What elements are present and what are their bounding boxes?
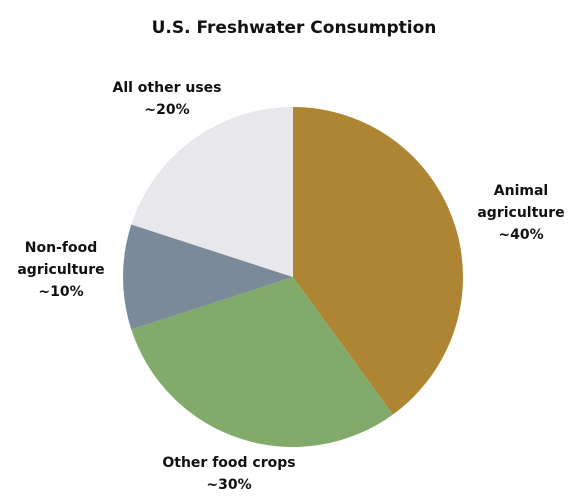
slice-label: Non-food agriculture ~10% xyxy=(11,237,111,303)
pie-slice xyxy=(131,106,293,277)
value-label: ~30% xyxy=(206,477,252,493)
slice-label: Other food crops ~30% xyxy=(139,452,319,496)
pie-slice xyxy=(293,107,464,415)
category-label: Animal agriculture xyxy=(477,183,565,221)
slice-label: All other uses ~20% xyxy=(102,77,232,121)
category-label: Other food crops xyxy=(162,455,296,471)
chart-title: U.S. Freshwater Consumption xyxy=(151,18,437,38)
category-label: Non-food agriculture xyxy=(17,240,105,278)
slice-label: Animal agriculture ~40% xyxy=(471,180,571,246)
value-label: ~40% xyxy=(498,227,544,243)
category-label: All other uses xyxy=(112,80,222,96)
pie-slice xyxy=(123,224,293,330)
pie-slice xyxy=(131,277,393,448)
value-label: ~10% xyxy=(38,284,84,300)
value-label: ~20% xyxy=(144,102,190,118)
